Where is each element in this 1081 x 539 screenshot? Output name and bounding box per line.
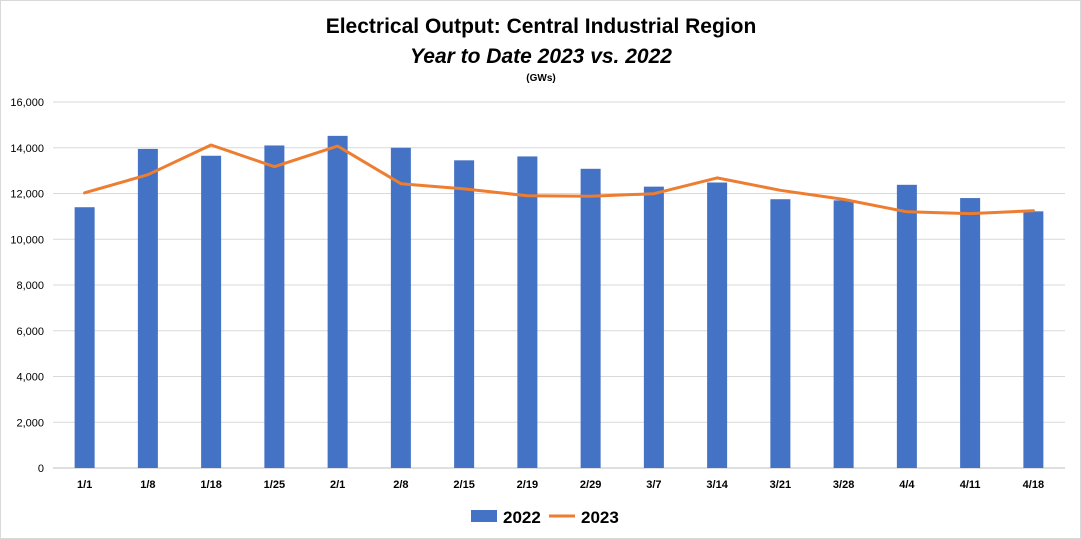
y-tick-label: 12,000 — [10, 189, 44, 201]
y-tick-label: 6,000 — [16, 326, 44, 338]
line-2023 — [83, 143, 1035, 216]
x-tick-label: 2/8 — [393, 479, 408, 491]
x-tick-label: 2/15 — [453, 479, 474, 491]
x-tick-label: 4/18 — [1023, 479, 1044, 491]
x-tick-label: 3/28 — [833, 479, 854, 491]
bar-2022 — [327, 135, 348, 469]
x-tick-label: 3/21 — [770, 479, 791, 491]
x-axis: 1/1 1/8 1/18 1/25 2/1 2/8 2/15 2/19 2/29 3/7 3/14 3… — [77, 479, 1044, 491]
x-tick-label: 3/14 — [706, 479, 728, 491]
x-tick-label: 1/18 — [200, 479, 221, 491]
bar-2022 — [1023, 211, 1044, 468]
bar-2022 — [643, 186, 664, 468]
y-tick-label: 10,000 — [10, 234, 44, 246]
bar-2022 — [74, 207, 95, 468]
chart-title: Electrical Output: Central Industrial Re… — [326, 15, 757, 38]
x-tick-label: 3/7 — [646, 479, 661, 491]
x-tick-label: 2/1 — [330, 479, 345, 491]
y-tick-label: 8,000 — [16, 280, 44, 292]
x-tick-label: 2/19 — [517, 479, 538, 491]
bar-2022 — [517, 156, 538, 468]
x-tick-label: 1/25 — [264, 479, 285, 491]
bar-2022 — [896, 184, 917, 468]
series-line-2023 — [83, 143, 1035, 216]
legend-swatch-2022 — [471, 510, 497, 522]
x-tick-label: 2/29 — [580, 479, 601, 491]
bar-2022 — [137, 148, 158, 469]
y-axis: 0 2,000 4,000 6,000 8,000 10,000 12,000 14,000 1… — [10, 97, 44, 475]
bar-2022 — [390, 147, 411, 468]
gridlines — [53, 101, 1065, 469]
bar-2022 — [580, 168, 601, 469]
bar-2022 — [833, 200, 854, 469]
x-tick-label: 4/11 — [960, 479, 981, 491]
x-tick-label: 1/1 — [77, 479, 92, 491]
units-label: (GWs) — [526, 73, 555, 84]
x-tick-label: 1/8 — [140, 479, 155, 491]
legend-label-2022: 2022 — [503, 508, 541, 527]
bar-2022 — [770, 199, 791, 468]
bar-2022 — [264, 145, 285, 468]
bar-2022 — [201, 155, 222, 468]
x-tick-label: 4/4 — [899, 479, 915, 491]
legend-label-2023: 2023 — [581, 508, 619, 527]
y-tick-label: 14,000 — [10, 143, 44, 155]
bar-2022 — [454, 160, 475, 469]
y-tick-label: 2,000 — [16, 417, 44, 429]
y-tick-label: 4,000 — [16, 372, 44, 384]
legend: 2022 2023 — [471, 508, 619, 527]
chart-subtitle: Year to Date 2023 vs. 2022 — [410, 45, 672, 68]
bar-2022 — [960, 198, 981, 468]
y-tick-label: 0 — [38, 463, 44, 475]
bar-2022 — [707, 182, 728, 468]
y-tick-label: 16,000 — [10, 97, 44, 109]
bars-2022 — [74, 135, 1044, 469]
